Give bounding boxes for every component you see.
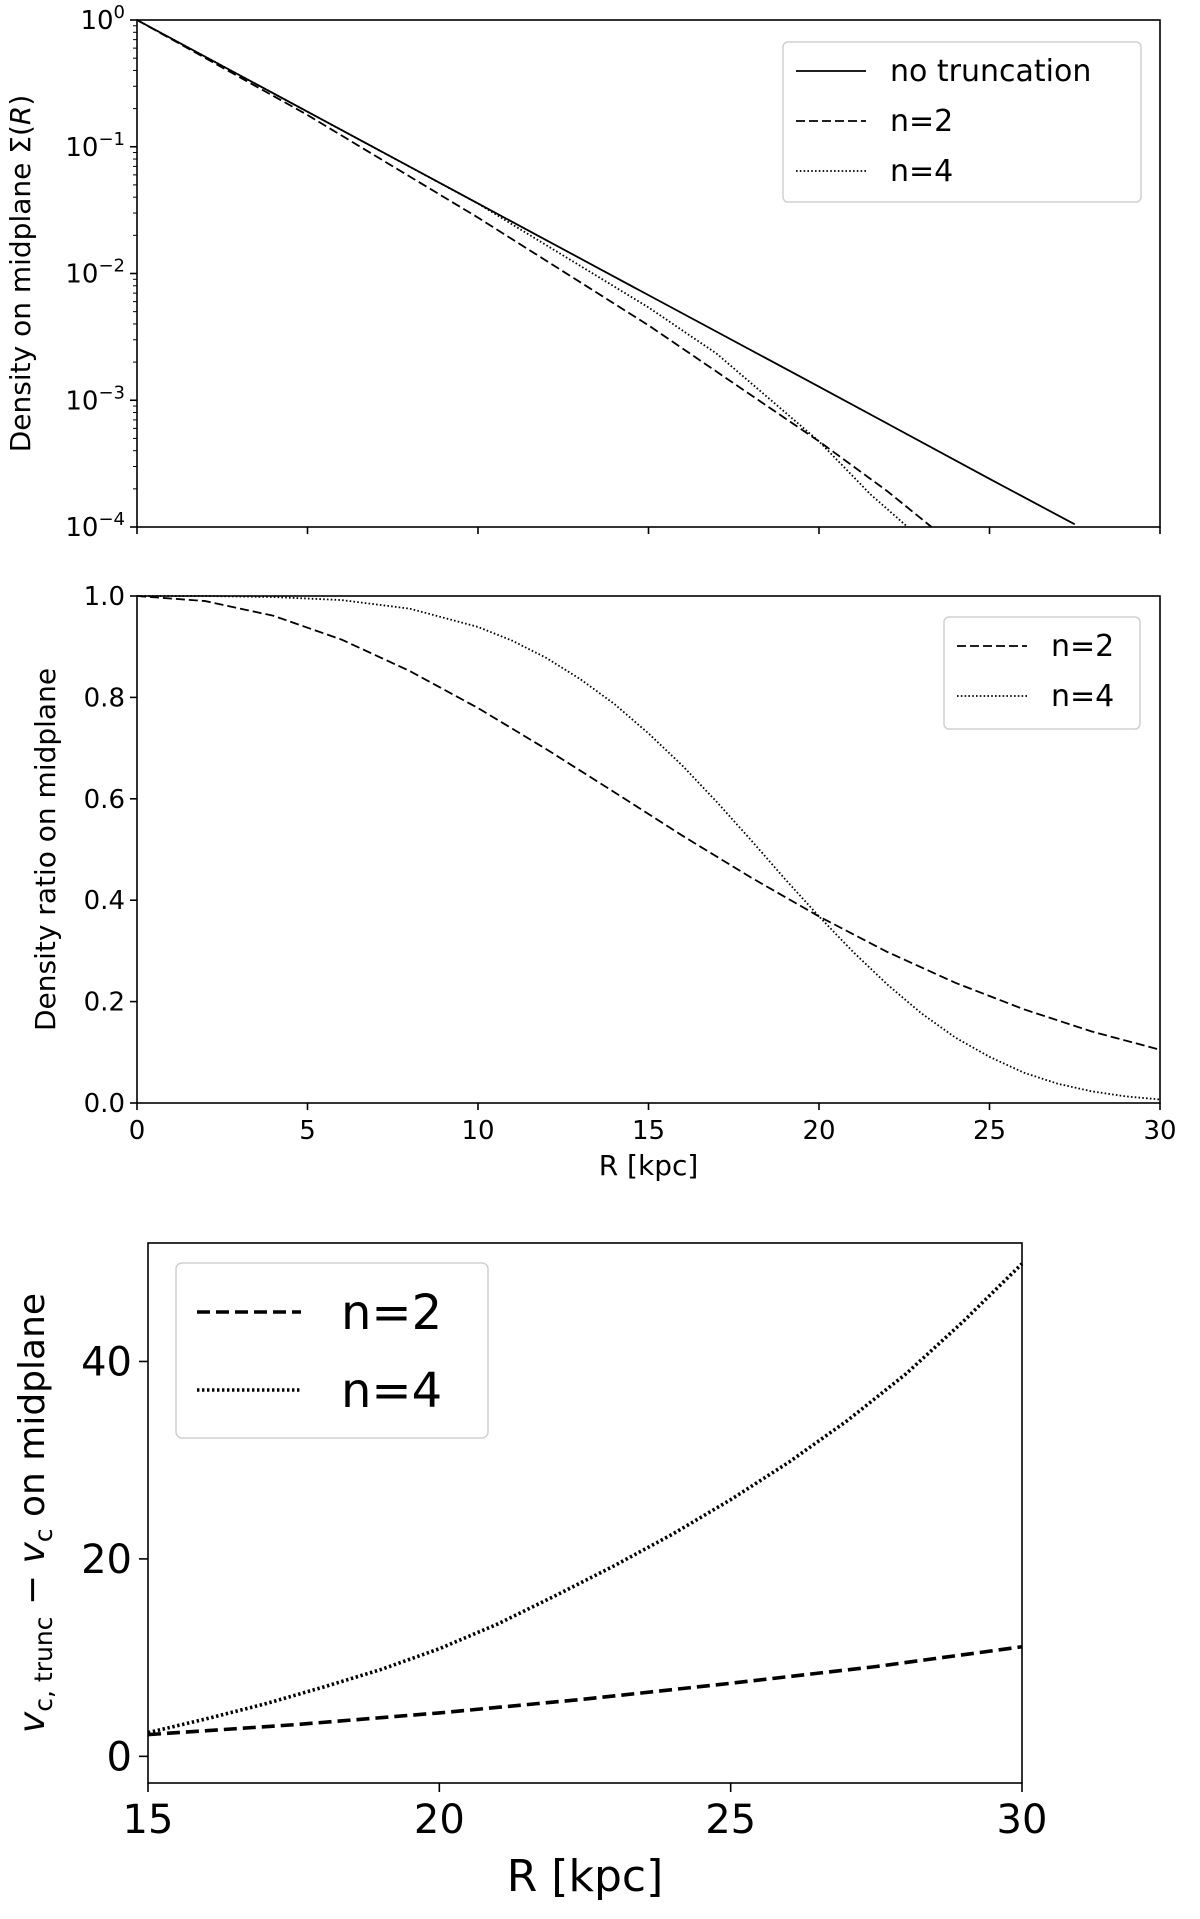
x-tick-label: 25 xyxy=(973,1116,1006,1146)
y-tick-label: 10−4 xyxy=(65,509,125,543)
y-tick-label: 40 xyxy=(81,1339,132,1385)
y-axis-label: Density on midplane Σ(R) xyxy=(4,95,37,453)
legend-label: n=4 xyxy=(890,154,953,189)
y-tick-label: 10−1 xyxy=(65,129,125,163)
series-line-n-4 xyxy=(147,1262,1024,1735)
y-tick-label: 10−2 xyxy=(65,256,125,290)
x-axis-label: R [kpc] xyxy=(599,1149,699,1182)
y-tick-label: 100 xyxy=(80,2,125,36)
y-tick-label: 0.6 xyxy=(84,785,125,815)
panel-velocity-difference: 15 20 25 30 0 20 40 R [kpc] vc, trunc − vc on mi… xyxy=(12,1242,1048,1902)
series-line-n-4 xyxy=(136,19,909,528)
legend-label: n=2 xyxy=(341,1285,442,1341)
y-tick-label: 20 xyxy=(81,1537,132,1583)
axes-frame xyxy=(136,19,1161,528)
axes-frame xyxy=(147,1242,1023,1784)
y-axis-label: Density ratio on midplane xyxy=(29,668,62,1031)
y-tick-label: 0.8 xyxy=(84,683,125,713)
axes-frame xyxy=(136,595,1161,1104)
series-line-no-truncation xyxy=(136,19,1076,526)
y-tick-label: 0 xyxy=(107,1734,132,1780)
y-tick-label: 10−3 xyxy=(65,382,125,416)
x-tick-label: 30 xyxy=(997,1797,1048,1843)
series-line-n-2 xyxy=(136,19,933,528)
x-tick-label: 0 xyxy=(129,1116,146,1146)
x-tick-label: 10 xyxy=(461,1116,494,1146)
legend-label: no truncation xyxy=(890,54,1091,89)
series-line-n-2 xyxy=(147,1644,1023,1737)
y-tick-label: 1.0 xyxy=(84,582,125,612)
legend-box xyxy=(943,616,1141,730)
x-tick-label: 20 xyxy=(802,1116,835,1146)
legend-label: n=4 xyxy=(1051,679,1114,714)
legend-box xyxy=(175,1262,489,1439)
series-line-n-4 xyxy=(137,595,1161,1101)
panel-density-log: 100 10−1 10−2 10−3 10−4 Density on midplane Σ… xyxy=(4,2,1161,543)
y-axis-label: vc, trunc − vc on midplane xyxy=(12,1293,58,1733)
y-tick-label: 0.4 xyxy=(84,886,125,916)
legend-label: n=4 xyxy=(341,1363,442,1419)
legend-box xyxy=(782,41,1142,203)
panel-density-ratio: 0 5 10 15 20 25 30 0.0 0.2 0.4 0.6 0.8 1.0 R [kpc] Den… xyxy=(29,582,1177,1182)
y-tick-label: 0.0 xyxy=(84,1089,125,1119)
series-line-n-2 xyxy=(136,595,1161,1051)
x-tick-label: 25 xyxy=(705,1797,756,1843)
x-tick-label: 30 xyxy=(1143,1116,1176,1146)
x-tick-label: 20 xyxy=(414,1797,465,1843)
legend-label: n=2 xyxy=(1051,629,1114,664)
x-axis-label: R [kpc] xyxy=(507,1851,664,1902)
x-tick-label: 15 xyxy=(632,1116,665,1146)
y-tick-label: 0.2 xyxy=(84,988,125,1018)
legend-label: n=2 xyxy=(890,104,953,139)
x-tick-label: 5 xyxy=(299,1116,316,1146)
x-tick-label: 15 xyxy=(123,1797,174,1843)
